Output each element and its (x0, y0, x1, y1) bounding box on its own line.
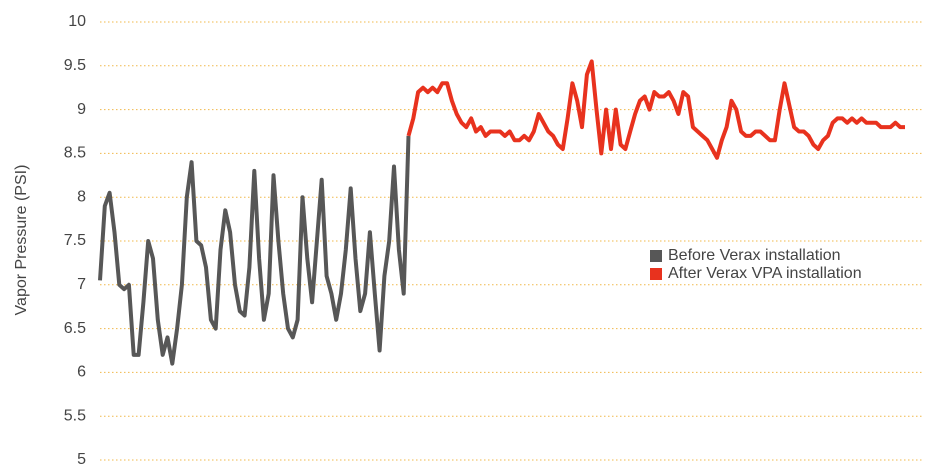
y-axis-label: Vapor Pressure (PSI) (13, 165, 30, 316)
legend-swatch (650, 250, 662, 262)
y-tick-label: 7.5 (64, 232, 86, 249)
line-series (98, 135, 411, 366)
y-tick-label: 9 (77, 101, 86, 118)
y-tick-label: 5 (77, 451, 86, 464)
line-series (406, 59, 905, 160)
y-tick-label: 6 (77, 364, 86, 381)
y-tick-label: 6.5 (64, 320, 86, 337)
y-tick-label: 9.5 (64, 57, 86, 74)
legend-label: Before Verax installation (668, 247, 841, 264)
y-tick-label: 5.5 (64, 407, 86, 424)
legend-swatch (650, 268, 662, 280)
y-tick-label: 8.5 (64, 145, 86, 162)
y-tick-label: 10 (68, 13, 86, 30)
y-tick-label: 8 (77, 188, 86, 205)
y-tick-label: 7 (77, 276, 86, 293)
legend-label: After Verax VPA installation (668, 265, 862, 282)
